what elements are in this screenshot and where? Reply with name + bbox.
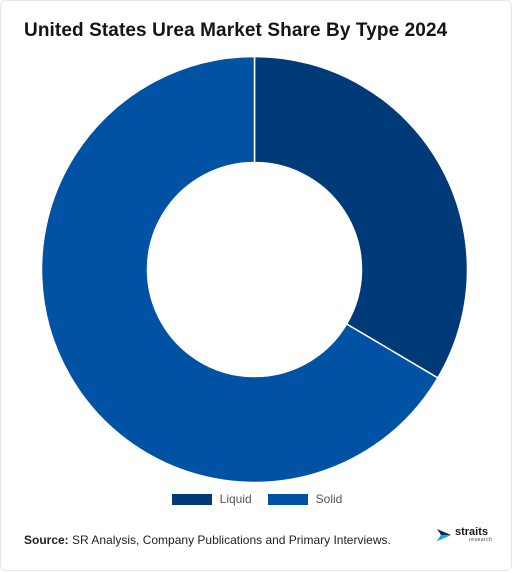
legend-label-solid: Solid <box>315 492 343 506</box>
legend-item-liquid[interactable]: Liquid <box>171 492 252 506</box>
source-note: Source: SR Analysis, Company Publication… <box>24 533 391 547</box>
chart-legend: Liquid Solid <box>0 492 514 506</box>
legend-swatch-liquid <box>171 493 212 505</box>
legend-swatch-solid <box>267 493 308 505</box>
legend-item-solid[interactable]: Solid <box>267 492 343 506</box>
source-label: Source: <box>24 533 69 547</box>
straits-logo: straits research <box>436 527 492 543</box>
source-text: SR Analysis, Company Publications and Pr… <box>68 533 391 547</box>
legend-label-liquid: Liquid <box>219 492 252 506</box>
chart-title: United States Urea Market Share By Type … <box>24 20 448 41</box>
donut-slice-solid[interactable] <box>40 55 439 484</box>
straits-logo-icon <box>437 529 451 541</box>
logo-wordmark: straits <box>455 526 489 538</box>
donut-chart <box>40 55 469 484</box>
logo-subtext: research <box>469 537 493 543</box>
donut-slice-liquid[interactable] <box>253 55 469 379</box>
